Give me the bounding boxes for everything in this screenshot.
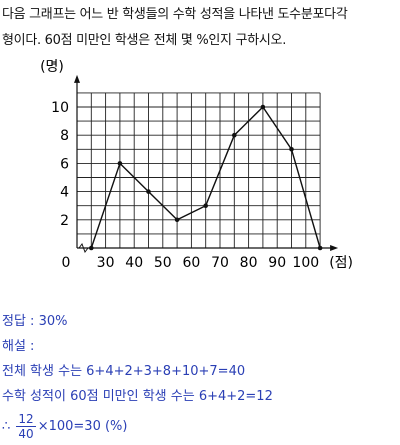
solution-line-1: 전체 학생 수는 6+4+2+3+8+10+7=40 — [2, 364, 246, 379]
data-point — [117, 161, 123, 166]
fraction: 12 40 — [16, 412, 36, 441]
solution-line-2: 수학 성적이 60점 미만인 학생 수는 6+4+2=12 — [2, 389, 273, 404]
data-point — [146, 189, 151, 194]
answer-label: 정답 : — [2, 314, 39, 329]
x-axis-unit-label: (점) — [329, 255, 353, 271]
x-tick-label: 70 — [211, 255, 229, 271]
x-tick-label: 50 — [154, 255, 172, 271]
solution-line-3: ∴ 12 40 ×100=30 (%) — [2, 412, 127, 441]
answer-line: 정답 : 30% — [2, 310, 67, 329]
x-tick-label: 40 — [125, 255, 143, 271]
chart-axes — [74, 74, 339, 254]
x-tick-label: 90 — [268, 255, 286, 271]
question-line-2: 형이다. 60점 미만인 학생은 전체 몇 %인지 구하시오. — [2, 33, 287, 48]
question-text: 다음 그래프는 어느 반 학생들의 수학 성적을 나타낸 도수분포다각 형이다.… — [2, 2, 398, 54]
x-tick-label: 100 — [292, 255, 319, 271]
question-line-1: 다음 그래프는 어느 반 학생들의 수학 성적을 나타낸 도수분포다각 — [2, 7, 348, 22]
fraction-denominator: 40 — [18, 427, 34, 441]
data-point — [174, 217, 180, 223]
y-axis-arrow — [74, 74, 80, 83]
axis-break-mark — [78, 242, 89, 254]
therefore-symbol: ∴ — [2, 419, 11, 434]
x-axis-arrow — [330, 245, 339, 251]
data-point — [203, 203, 208, 208]
y-tick-label: 10 — [51, 100, 69, 116]
chart-grid — [77, 92, 321, 248]
fraction-numerator: 12 — [16, 412, 36, 427]
x-tick-label: 0 — [62, 255, 71, 271]
x-tick-label: 80 — [240, 255, 258, 271]
y-tick-label: 2 — [60, 213, 69, 229]
chart-series — [89, 104, 323, 251]
solution-label: 해설 : — [2, 339, 35, 354]
y-tick-label: 4 — [60, 185, 69, 201]
y-tick-label: 6 — [60, 156, 69, 172]
x-tick-label: 30 — [97, 255, 115, 271]
data-point — [260, 104, 266, 110]
answer-value: 30% — [38, 314, 68, 329]
data-point — [317, 245, 323, 251]
y-tick-label: 8 — [60, 128, 69, 144]
data-point — [89, 245, 94, 251]
data-point — [232, 132, 237, 138]
x-tick-label: 60 — [182, 255, 200, 271]
solution-result: ×100=30 (%) — [37, 419, 128, 434]
y-axis-unit-label: (명) — [40, 59, 64, 75]
data-point — [289, 147, 294, 152]
